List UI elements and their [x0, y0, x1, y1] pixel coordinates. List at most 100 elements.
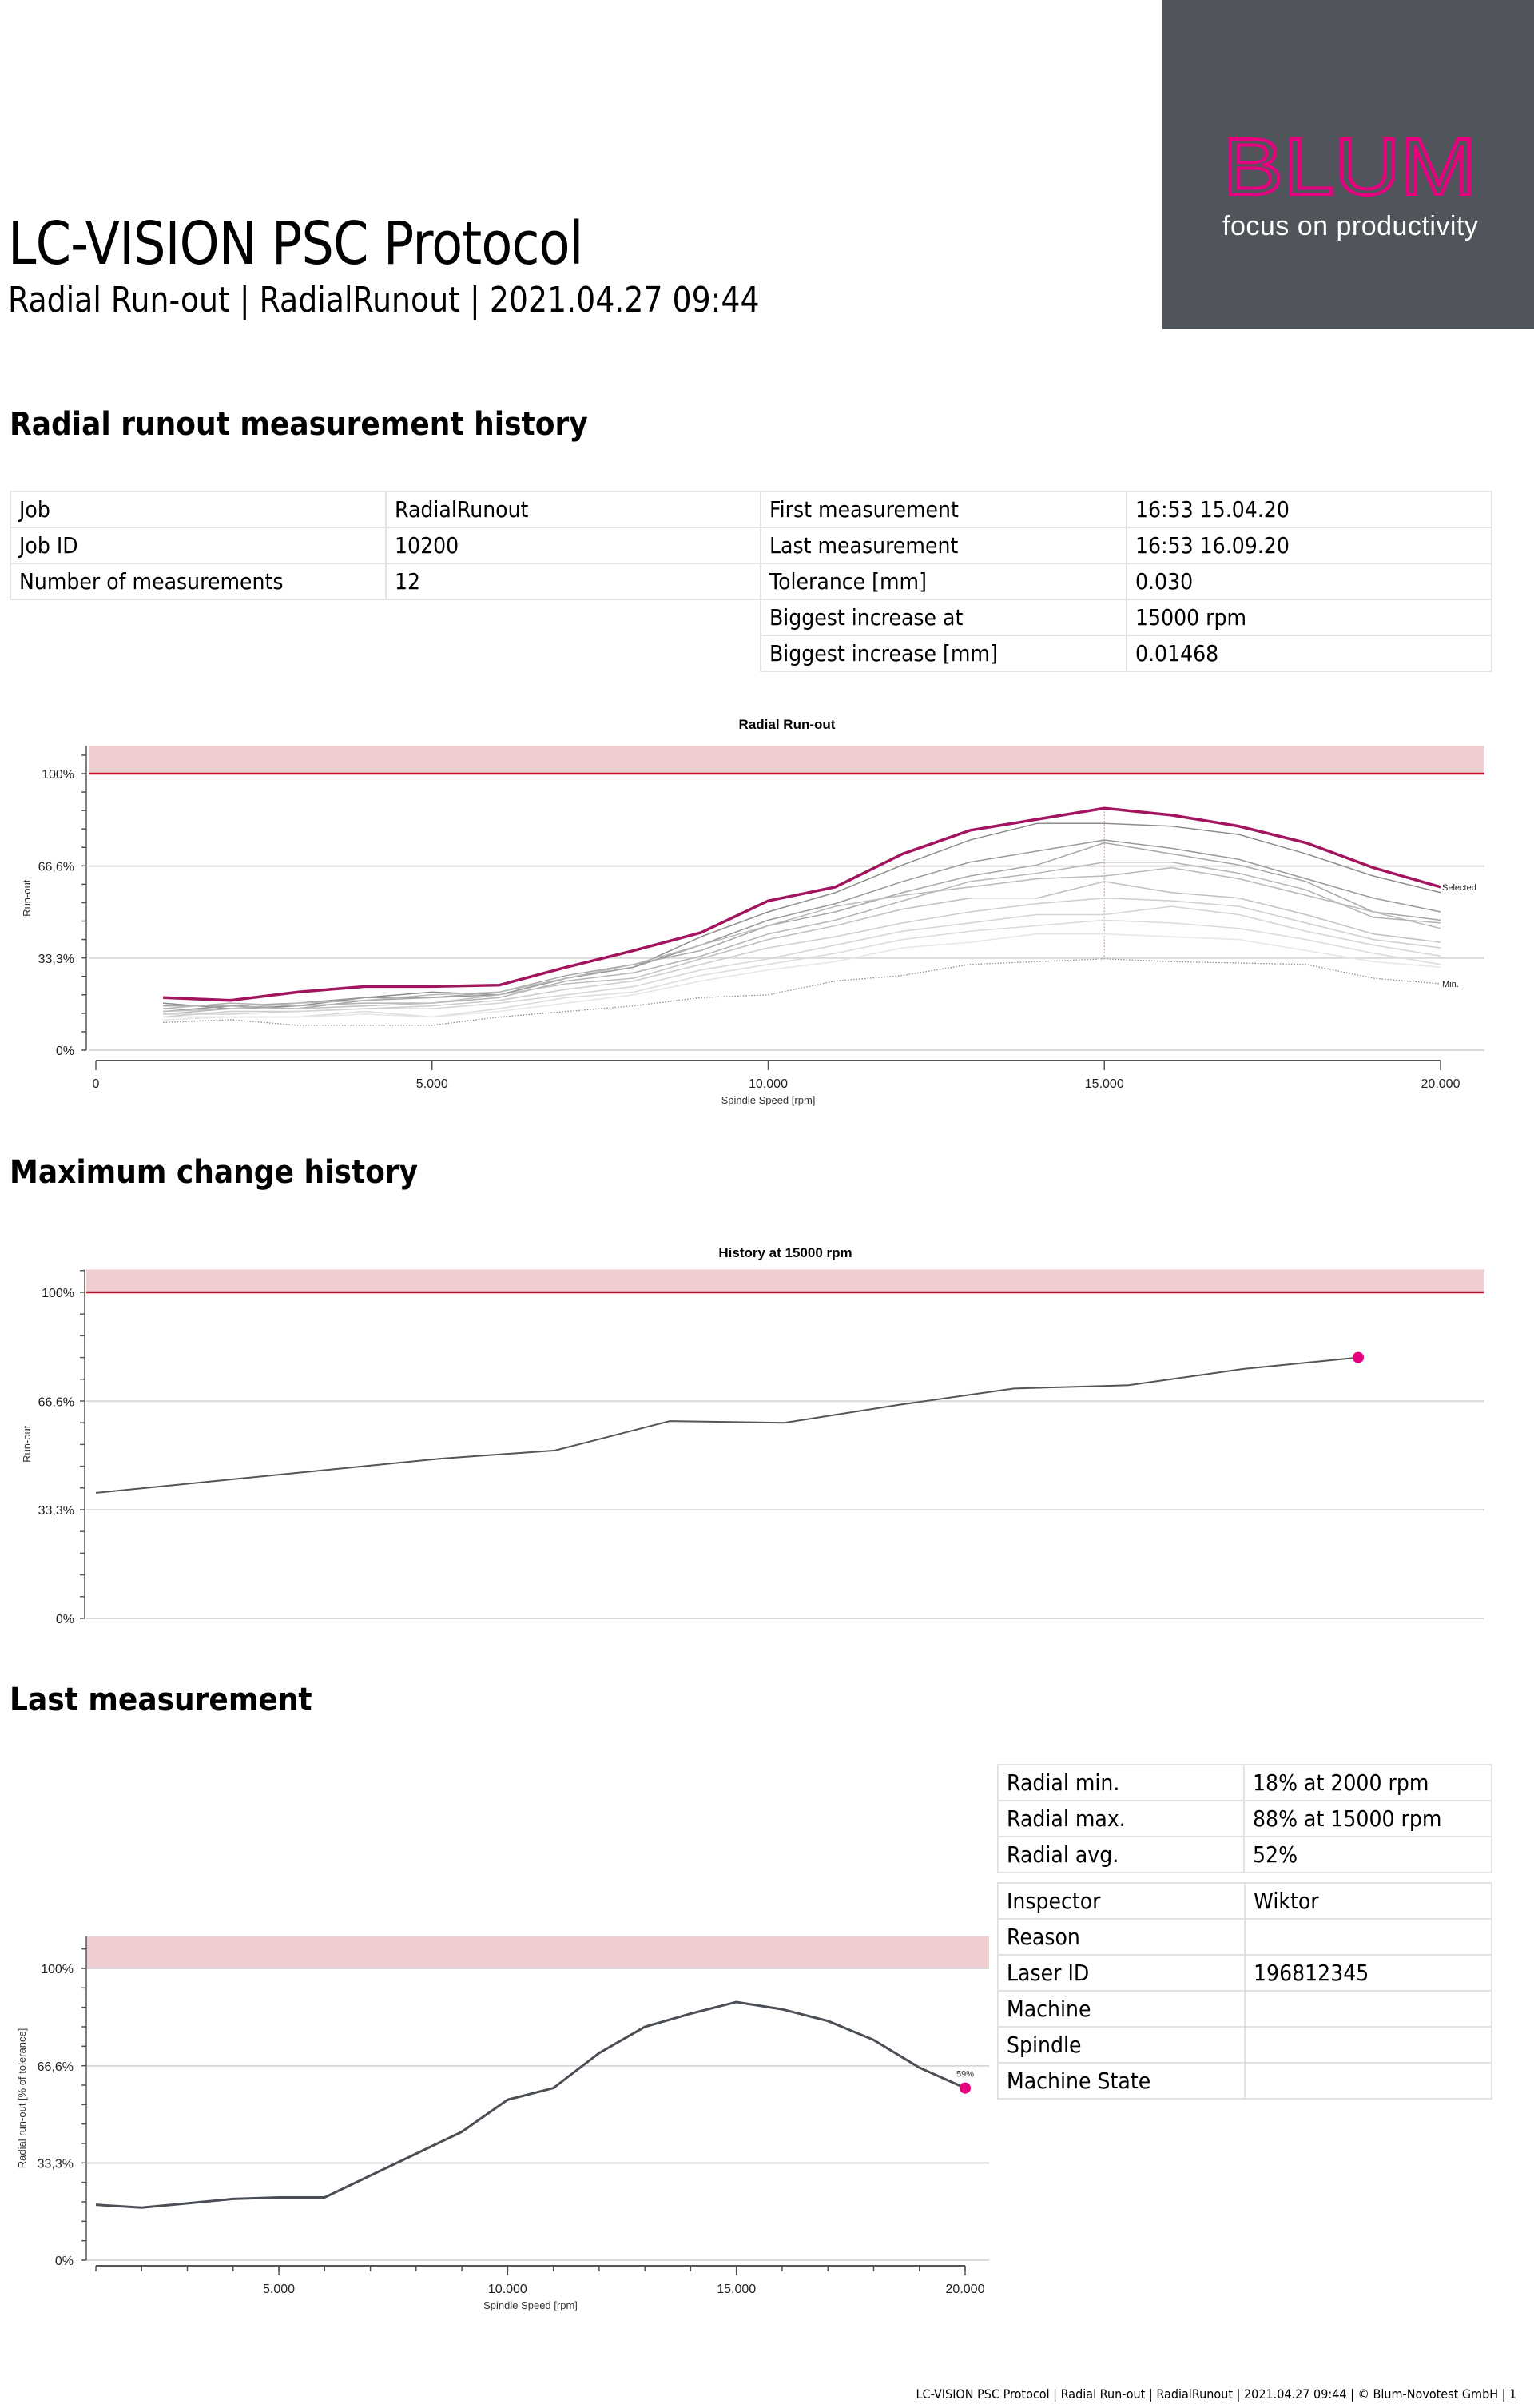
- section-title-last-measurement: Last measurement: [10, 1682, 312, 1718]
- row-label: Radial avg.: [996, 1836, 1246, 1873]
- row-label-text: Radial min.: [1007, 1769, 1120, 1796]
- y-tick-label: 0%: [55, 2255, 74, 2268]
- x-tick-label: 20.000: [1421, 1077, 1460, 1091]
- y-tick-label: 33,3%: [38, 1504, 74, 1518]
- row-label-text: First measurement: [769, 496, 959, 523]
- row-value: 16:53 15.04.20: [1125, 491, 1493, 528]
- table-row: Radial avg. 52%: [996, 1836, 1492, 1873]
- history-series-line: [163, 933, 1441, 1021]
- section-title-history: Radial runout measurement history: [10, 406, 588, 443]
- row-label: Biggest increase at: [759, 599, 1127, 636]
- history-series-line: [163, 842, 1441, 1009]
- row-label: Inspector: [996, 1882, 1246, 1920]
- empty-cell: [10, 599, 386, 635]
- y-tick-label: 66,6%: [38, 2060, 74, 2074]
- y-axis-title: Run-out: [21, 1425, 33, 1463]
- x-tick-label: 15.000: [1085, 1077, 1124, 1091]
- row-label-text: Last measurement: [769, 532, 959, 559]
- row-value-text: 16:53 16.09.20: [1135, 532, 1290, 559]
- row-label-text: Inspector: [1007, 1888, 1101, 1914]
- tolerance-band: [86, 1936, 989, 1968]
- y-tick-label: 66,6%: [38, 861, 74, 874]
- logo-tagline: focus on productivity: [1222, 211, 1479, 241]
- row-value: 0.030: [1125, 563, 1493, 600]
- last-stats-table: Radial min. 18% at 2000 rpm Radial max. 88%…: [996, 1764, 1492, 1873]
- history-series-line: [163, 839, 1441, 1013]
- row-label-text: Reason: [1007, 1924, 1080, 1950]
- y-tick-label: 0%: [56, 1045, 74, 1058]
- highlight-point: [1353, 1351, 1364, 1363]
- table-row: Radial min. 18% at 2000 rpm: [996, 1764, 1492, 1801]
- row-label: Radial max.: [996, 1800, 1246, 1837]
- row-label: First measurement: [759, 491, 1127, 528]
- x-tick-label: 0: [93, 1077, 100, 1091]
- table-row: Machine: [996, 1990, 1492, 2028]
- table-row: Machine State: [996, 2062, 1492, 2100]
- row-label-text: Machine: [1007, 1996, 1091, 2022]
- selected-label: Selected: [1442, 883, 1476, 893]
- y-tick-label: 100%: [42, 1287, 74, 1300]
- row-value-text: Wiktor: [1254, 1888, 1319, 1914]
- empty-cell: [10, 635, 386, 671]
- row-value: 15000 rpm: [1125, 599, 1493, 636]
- history-chart: History at 15000 rpm 0% 33,3% 66,6% 100% Run-…: [21, 1245, 1484, 1626]
- row-value-text: RadialRunout: [394, 496, 529, 523]
- row-label: Machine: [996, 1990, 1246, 2028]
- table-row: Job ID 10200 Last measurement 16:53 16.09.2…: [10, 527, 1493, 564]
- min-label: Min.: [1442, 980, 1459, 989]
- row-label-text: Radial max.: [1007, 1805, 1126, 1832]
- row-value: RadialRunout: [384, 491, 761, 528]
- row-value-text: 52%: [1253, 1841, 1298, 1868]
- row-label-text: Biggest increase at: [769, 604, 964, 631]
- row-value-text: 15000 rpm: [1135, 604, 1246, 631]
- row-label-text: Machine State: [1007, 2068, 1151, 2094]
- row-value: [1244, 2026, 1492, 2064]
- row-value-text: 10200: [394, 532, 459, 559]
- row-label: Spindle: [996, 2026, 1246, 2064]
- row-value-text: 0.030: [1135, 568, 1193, 595]
- x-tick-label: 10.000: [488, 2283, 527, 2296]
- end-point-label: 59%: [956, 2070, 974, 2080]
- row-value: 10200: [384, 527, 761, 564]
- table-row: Laser ID 196812345: [996, 1954, 1492, 1992]
- row-label: Job: [10, 491, 387, 528]
- row-value: 196812345: [1244, 1954, 1492, 1992]
- history-info-table: Job RadialRunout First measurement 16:53 15…: [10, 491, 1493, 672]
- row-label-text: Laser ID: [1007, 1960, 1090, 1986]
- table-row: Radial max. 88% at 15000 rpm: [996, 1800, 1492, 1837]
- tolerance-band: [89, 746, 1484, 774]
- row-value-text: 0.01468: [1135, 640, 1218, 667]
- row-value: [1244, 1918, 1492, 1956]
- blum-logo: BLUM: [1222, 132, 1478, 200]
- row-value: 12: [384, 563, 761, 600]
- y-axis-title: Radial run-out [% of tolerance]: [16, 2028, 28, 2169]
- row-label: Laser ID: [996, 1954, 1246, 1992]
- table-row: Reason: [996, 1918, 1492, 1956]
- selected-series-line: [163, 806, 1441, 1002]
- table-row: Inspector Wiktor: [996, 1882, 1492, 1920]
- history-series-line: [163, 919, 1441, 1018]
- last-measurement-line: [95, 2000, 966, 2209]
- row-value: 52%: [1243, 1836, 1492, 1873]
- radial-runout-chart: Radial Run-out 0% 33,3% 66,6% 100% Run-out 0 5.…: [21, 717, 1484, 1106]
- page-footer: LC-VISION PSC Protocol | Radial Run-out …: [916, 2386, 1516, 2402]
- row-label-text: Radial avg.: [1007, 1841, 1119, 1868]
- page-subtitle: Radial Run-out | RadialRunout | 2021.04.…: [8, 280, 760, 320]
- row-label-text: Spindle: [1007, 2032, 1082, 2058]
- last-meta-table: Inspector Wiktor Reason Laser ID 196812345 Ma…: [996, 1882, 1492, 2100]
- row-label: Biggest increase [mm]: [759, 635, 1127, 672]
- tolerance-band: [86, 1269, 1484, 1292]
- row-label-text: Job ID: [19, 532, 78, 559]
- history-series-line: [163, 866, 1441, 1015]
- x-tick-label: 20.000: [946, 2283, 985, 2296]
- row-value-text: 16:53 15.04.20: [1135, 496, 1290, 523]
- min-series-line: [163, 958, 1441, 1026]
- row-label-text: Biggest increase [mm]: [769, 640, 998, 667]
- row-label-text: Number of measurements: [19, 568, 284, 595]
- row-value-text: 196812345: [1254, 1960, 1369, 1986]
- y-tick-label: 0%: [56, 1613, 74, 1626]
- row-label: Tolerance [mm]: [759, 563, 1127, 600]
- last-measurement-chart: 0% 33,3% 66,6% 100% Radial run-out [% of tol…: [16, 1936, 989, 2311]
- y-tick-label: 33,3%: [38, 2157, 74, 2171]
- history-series-line: [163, 822, 1441, 1009]
